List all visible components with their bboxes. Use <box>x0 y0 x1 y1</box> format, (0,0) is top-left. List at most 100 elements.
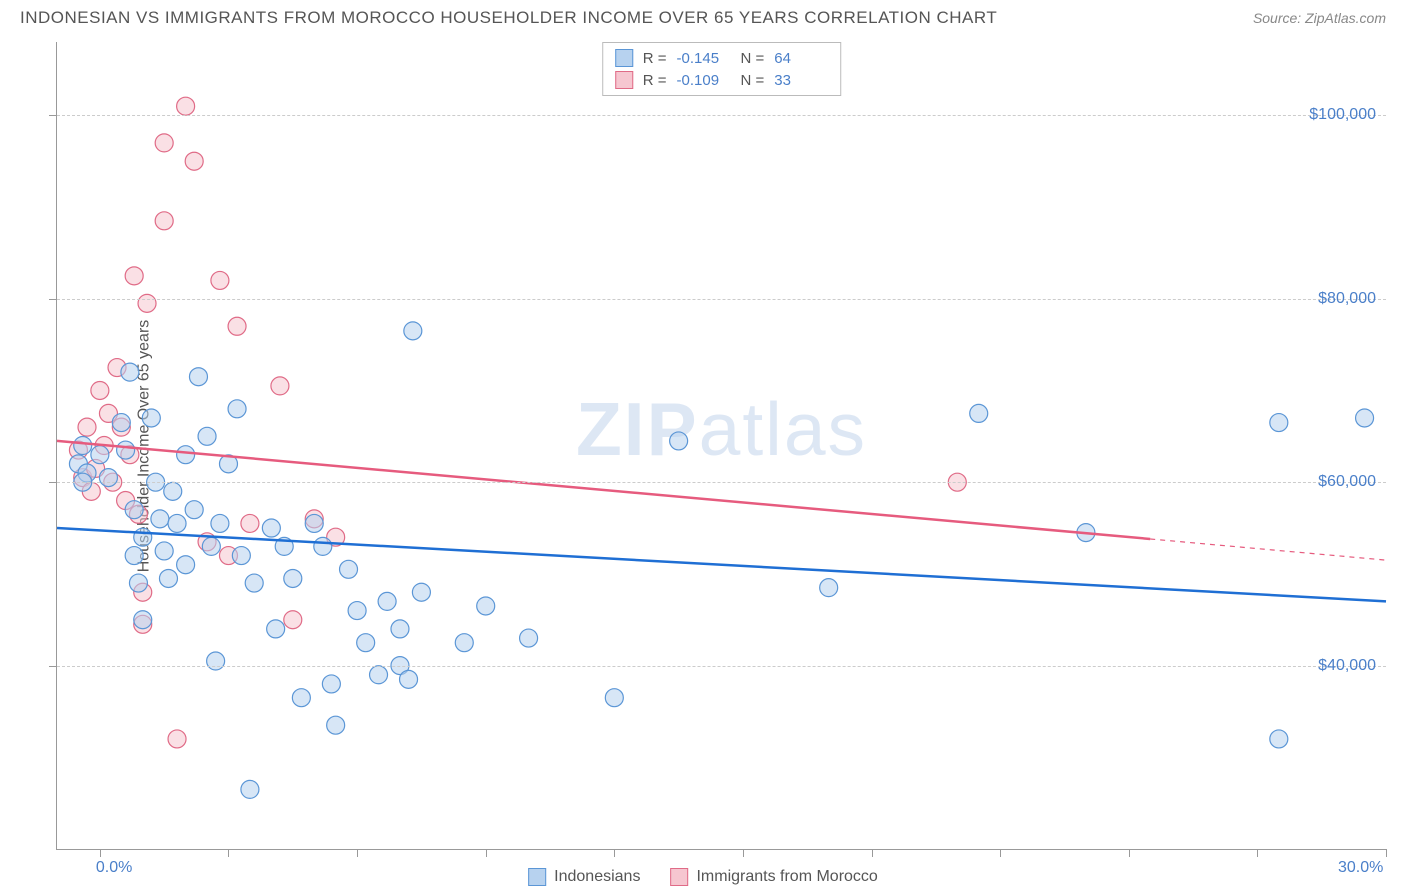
legend-label-b: Immigrants from Morocco <box>696 868 877 886</box>
x-tick <box>228 849 229 857</box>
gridline <box>57 115 1386 116</box>
data-point <box>284 569 302 587</box>
data-point <box>78 418 96 436</box>
data-point <box>202 537 220 555</box>
chart-title: INDONESIAN VS IMMIGRANTS FROM MOROCCO HO… <box>20 8 997 28</box>
data-point <box>400 670 418 688</box>
data-point <box>477 597 495 615</box>
scatter-plot <box>57 42 1386 849</box>
data-point <box>129 574 147 592</box>
data-point <box>159 569 177 587</box>
data-point <box>112 414 130 432</box>
y-tick <box>49 482 57 483</box>
data-point <box>142 409 160 427</box>
data-point <box>1356 409 1374 427</box>
stats-row-b: R = -0.109 N = 33 <box>615 69 829 91</box>
x-tick <box>1129 849 1130 857</box>
x-tick <box>357 849 358 857</box>
data-point <box>134 528 152 546</box>
data-point <box>121 363 139 381</box>
data-point <box>185 152 203 170</box>
swatch-a <box>615 49 633 67</box>
data-point <box>74 437 92 455</box>
x-tick <box>100 849 101 857</box>
stat-r-b: -0.109 <box>677 72 731 89</box>
y-tick <box>49 299 57 300</box>
x-tick <box>1257 849 1258 857</box>
data-point <box>189 368 207 386</box>
data-point <box>232 547 250 565</box>
chart-area: ZIPatlas R = -0.145 N = 64 R = -0.109 N … <box>56 42 1386 850</box>
data-point <box>340 560 358 578</box>
data-point <box>267 620 285 638</box>
data-point <box>177 446 195 464</box>
data-point <box>348 602 366 620</box>
data-point <box>455 634 473 652</box>
x-tick <box>1000 849 1001 857</box>
data-point <box>211 271 229 289</box>
x-tick-label: 30.0% <box>1338 859 1383 877</box>
data-point <box>117 441 135 459</box>
data-point <box>241 514 259 532</box>
data-point <box>125 547 143 565</box>
x-tick <box>1386 849 1387 857</box>
data-point <box>970 404 988 422</box>
stat-n-b: 33 <box>774 72 828 89</box>
data-point <box>327 716 345 734</box>
data-point <box>271 377 289 395</box>
stat-r-a: -0.145 <box>677 50 731 67</box>
data-point <box>412 583 430 601</box>
y-tick-label: $40,000 <box>1318 657 1376 675</box>
data-point <box>670 432 688 450</box>
legend-label-a: Indonesians <box>554 868 640 886</box>
data-point <box>284 611 302 629</box>
data-point <box>404 322 422 340</box>
legend-swatch-a <box>528 868 546 886</box>
data-point <box>177 97 195 115</box>
data-point <box>207 652 225 670</box>
data-point <box>164 482 182 500</box>
trendline-b-dashed <box>1150 539 1386 560</box>
y-tick-label: $60,000 <box>1318 473 1376 491</box>
data-point <box>391 620 409 638</box>
data-point <box>138 294 156 312</box>
data-point <box>151 510 169 528</box>
data-point <box>228 400 246 418</box>
data-point <box>370 666 388 684</box>
data-point <box>378 592 396 610</box>
data-point <box>292 689 310 707</box>
data-point <box>155 542 173 560</box>
stats-legend-box: R = -0.145 N = 64 R = -0.109 N = 33 <box>602 42 842 96</box>
data-point <box>357 634 375 652</box>
data-point <box>262 519 280 537</box>
swatch-b <box>615 71 633 89</box>
data-point <box>168 514 186 532</box>
data-point <box>177 556 195 574</box>
y-tick-label: $80,000 <box>1318 290 1376 308</box>
data-point <box>134 611 152 629</box>
gridline <box>57 666 1386 667</box>
legend-swatch-b <box>670 868 688 886</box>
data-point <box>520 629 538 647</box>
data-point <box>322 675 340 693</box>
data-point <box>228 317 246 335</box>
data-point <box>91 446 109 464</box>
gridline <box>57 482 1386 483</box>
gridline <box>57 299 1386 300</box>
data-point <box>314 537 332 555</box>
x-tick <box>614 849 615 857</box>
data-point <box>211 514 229 532</box>
data-point <box>198 427 216 445</box>
data-point <box>185 501 203 519</box>
data-point <box>1270 414 1288 432</box>
data-point <box>305 514 323 532</box>
data-point <box>155 134 173 152</box>
data-point <box>1270 730 1288 748</box>
x-tick <box>743 849 744 857</box>
y-tick <box>49 666 57 667</box>
legend-item-b: Immigrants from Morocco <box>670 868 877 886</box>
y-tick-label: $100,000 <box>1309 106 1376 124</box>
data-point <box>91 381 109 399</box>
series-legend: Indonesians Immigrants from Morocco <box>528 868 878 886</box>
stat-r-label: R = <box>643 50 667 67</box>
